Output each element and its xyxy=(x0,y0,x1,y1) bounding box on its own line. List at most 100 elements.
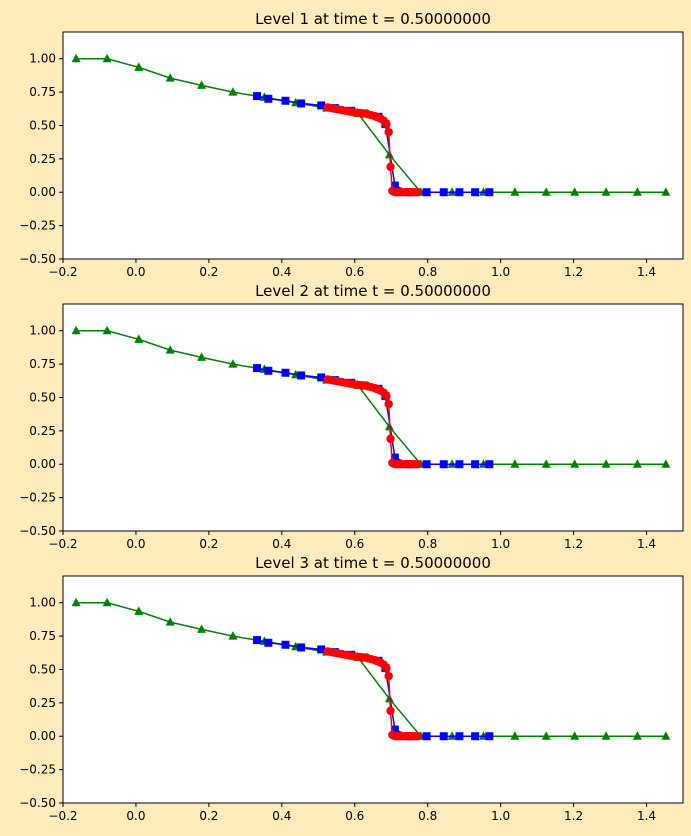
data-point-square xyxy=(422,732,431,741)
data-point-triangle xyxy=(541,731,551,740)
data-point-square xyxy=(297,643,306,652)
data-point-square xyxy=(281,96,290,105)
data-point-square xyxy=(455,188,464,197)
data-point-square xyxy=(253,636,262,645)
data-point-square xyxy=(471,188,480,197)
data-point-triangle xyxy=(661,187,671,196)
x-tick-label: 0.8 xyxy=(418,265,437,279)
x-tick-label: 0.4 xyxy=(272,265,291,279)
data-point-circle xyxy=(386,162,395,172)
x-tick-label: 0.0 xyxy=(126,537,145,551)
data-point-circle xyxy=(413,732,423,741)
data-point-square xyxy=(281,368,290,377)
data-point-circle xyxy=(384,127,393,137)
x-tick-label: 0.4 xyxy=(272,537,291,551)
data-point-square xyxy=(253,364,262,373)
data-point-circle xyxy=(384,399,393,409)
x-tick-label: −0.2 xyxy=(48,809,77,823)
y-tick-label: 0.75 xyxy=(29,629,56,643)
y-tick-label: −0.25 xyxy=(19,219,56,233)
y-tick-label: 0.00 xyxy=(29,185,56,199)
data-point-triangle xyxy=(134,62,144,71)
data-point-triangle xyxy=(632,187,642,196)
y-tick-label: −0.25 xyxy=(19,491,56,505)
data-point-triangle xyxy=(510,187,520,196)
y-tick-label: 1.00 xyxy=(29,596,56,610)
x-tick-label: 1.2 xyxy=(564,809,583,823)
data-point-triangle xyxy=(510,731,520,740)
axes-frame xyxy=(62,303,684,532)
series-group xyxy=(71,53,671,197)
plot-area xyxy=(63,576,683,803)
x-tick-label: 0.6 xyxy=(345,537,364,551)
data-point-triangle xyxy=(134,606,144,615)
y-tick-label: 0.25 xyxy=(29,424,56,438)
data-point-square xyxy=(264,94,273,103)
series-line-1 xyxy=(76,57,666,193)
x-tick-label: 1.4 xyxy=(637,265,656,279)
data-point-triangle xyxy=(661,459,671,468)
x-tick-label: 0.6 xyxy=(345,809,364,823)
data-point-triangle xyxy=(228,631,238,640)
y-tick-label: −0.50 xyxy=(19,524,56,538)
data-point-triangle xyxy=(165,617,175,626)
x-tick-label: 1.0 xyxy=(491,537,510,551)
chart-panel-2: Level 2 at time t = 0.50000000 −0.2 0.0 0.2… xyxy=(19,282,684,551)
series-group xyxy=(71,597,671,741)
data-point-square xyxy=(485,732,494,741)
x-tick-label: 0.2 xyxy=(199,537,218,551)
data-point-triangle xyxy=(601,187,611,196)
chart-title: Level 2 at time t = 0.50000000 xyxy=(255,282,491,300)
y-tick-label: 0.25 xyxy=(29,152,56,166)
axes-frame xyxy=(62,31,684,260)
y-tick-label: 0.75 xyxy=(29,85,56,99)
data-point-square xyxy=(253,92,262,101)
x-tick-label: 0.0 xyxy=(126,265,145,279)
data-point-square xyxy=(390,725,399,734)
data-point-triangle xyxy=(632,731,642,740)
x-tick-label: 1.2 xyxy=(564,265,583,279)
series-group xyxy=(71,325,671,469)
y-tick-label: 0.50 xyxy=(29,390,56,404)
x-tick-label: 1.0 xyxy=(491,809,510,823)
data-point-triangle xyxy=(165,73,175,82)
axes-frame xyxy=(62,575,684,804)
data-point-triangle xyxy=(134,334,144,343)
x-tick-label: 0.0 xyxy=(126,809,145,823)
data-point-square xyxy=(471,460,480,469)
x-tick-label: 1.4 xyxy=(637,809,656,823)
data-point-triangle xyxy=(102,597,112,607)
data-point-square xyxy=(390,181,399,190)
data-point-square xyxy=(485,188,494,197)
data-point-triangle xyxy=(228,359,238,368)
y-tick-label: 0.50 xyxy=(29,662,56,676)
data-point-circle xyxy=(413,188,423,197)
data-point-triangle xyxy=(601,731,611,740)
data-point-square xyxy=(439,188,448,197)
x-tick-label: 0.2 xyxy=(199,265,218,279)
data-point-circle xyxy=(382,391,391,401)
y-tick-label: −0.25 xyxy=(19,763,56,777)
data-point-triangle xyxy=(601,459,611,468)
data-point-triangle xyxy=(71,53,81,63)
data-point-circle xyxy=(413,460,423,469)
chart-title: Level 1 at time t = 0.50000000 xyxy=(255,10,491,28)
data-point-circle xyxy=(386,706,395,716)
x-tick-label: 1.0 xyxy=(491,265,510,279)
chart-panel-3: Level 3 at time t = 0.50000000 −0.2 0.0 0.2… xyxy=(19,554,684,823)
data-point-triangle xyxy=(102,325,112,335)
data-point-square xyxy=(422,460,431,469)
data-point-square xyxy=(264,638,273,647)
data-point-triangle xyxy=(541,459,551,468)
y-tick-label: −0.50 xyxy=(19,252,56,266)
data-point-circle xyxy=(382,663,391,673)
data-point-triangle xyxy=(632,459,642,468)
data-point-triangle xyxy=(102,53,112,63)
data-point-triangle xyxy=(197,352,207,361)
chart-panel-1: Level 1 at time t = 0.50000000 −0.2 0.0 0.2… xyxy=(19,10,684,279)
data-point-square xyxy=(455,460,464,469)
data-point-triangle xyxy=(510,459,520,468)
data-point-circle xyxy=(384,671,393,681)
x-tick-label: −0.2 xyxy=(48,265,77,279)
data-point-triangle xyxy=(197,80,207,89)
